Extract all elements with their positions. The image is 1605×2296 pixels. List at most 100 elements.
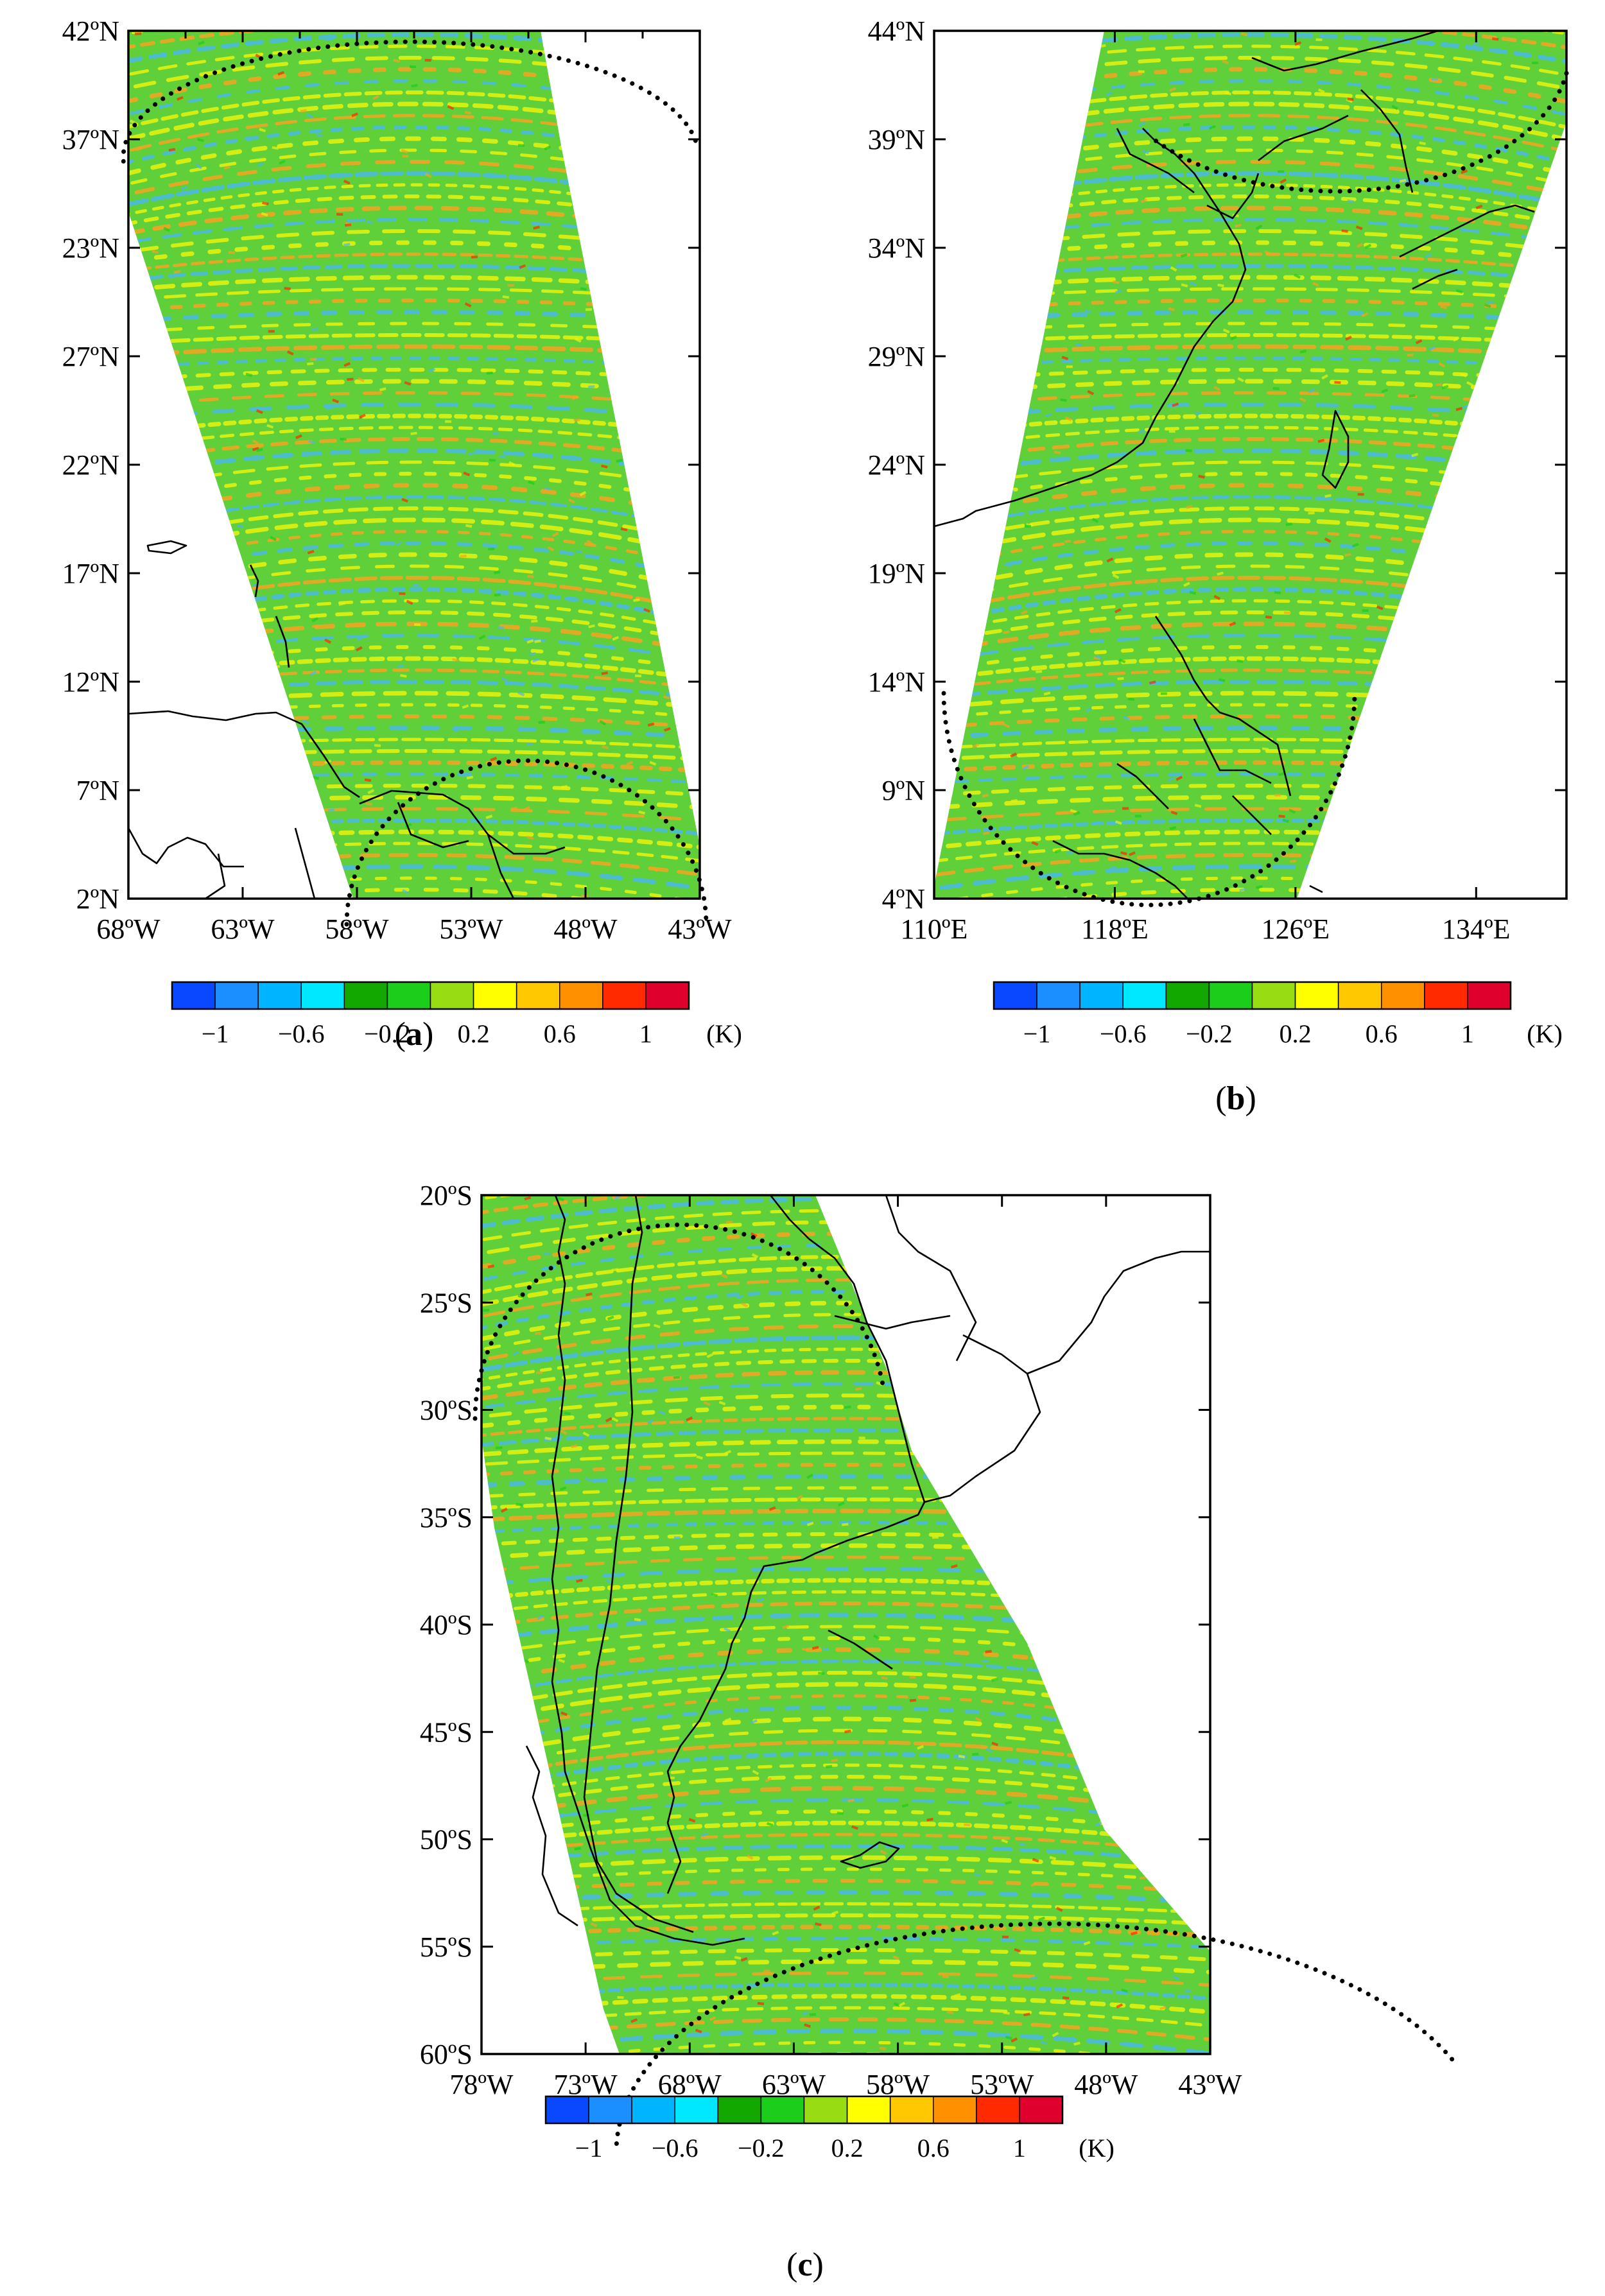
swath-speckle <box>1075 343 1082 347</box>
swath-speckle <box>1193 1387 1201 1391</box>
swath-speckle <box>1469 584 1476 589</box>
swath-speckle <box>464 302 472 307</box>
swath-speckle <box>1443 570 1450 576</box>
swath-speckle <box>683 436 691 441</box>
colorbar-b: −1 −0.6 −0.2 0.2 0.6 1 (K) <box>993 981 1563 1048</box>
swath-speckle <box>1400 770 1407 773</box>
swath-speckle <box>1066 851 1073 854</box>
swath-speckle <box>1499 594 1506 598</box>
swath-speckle <box>1447 843 1454 848</box>
swath-speckle <box>1159 2005 1167 2010</box>
swath-speckle <box>1189 591 1197 595</box>
swath-speckle <box>1039 1206 1046 1211</box>
x-tick-label: 58ºW <box>325 913 389 945</box>
swath-speckle <box>177 96 184 101</box>
colorbar-swatch <box>343 981 388 1010</box>
swath-speckle <box>1194 411 1201 415</box>
swath-speckle <box>1122 807 1129 810</box>
swath-speckle <box>1294 41 1302 46</box>
swath-speckle <box>969 151 977 156</box>
swath-speckle <box>1407 353 1414 356</box>
swath-speckle <box>724 1627 731 1633</box>
swath-speckle <box>1527 280 1534 286</box>
swath-speckle <box>1229 621 1236 626</box>
swath-speckle <box>570 44 578 48</box>
swath-speckle <box>1455 289 1463 294</box>
panel-label-open-paren: ( <box>395 1016 406 1053</box>
swath-speckle <box>956 664 963 669</box>
colorbar-tick-label: 0.2 <box>831 2134 863 2162</box>
swath-speckle <box>741 1302 748 1308</box>
swath-speckle <box>1169 826 1177 831</box>
swath-speckle <box>751 1253 759 1259</box>
swath-speckle <box>1308 512 1315 515</box>
swath-speckle <box>560 785 568 789</box>
swath-speckle <box>1312 282 1319 287</box>
swath-speckle <box>1089 1604 1097 1608</box>
swath-speckle <box>651 252 659 257</box>
swath-speckle <box>1106 557 1114 563</box>
colorbar-swatch <box>1381 981 1425 1010</box>
swath-speckle <box>460 555 467 558</box>
swath-speckle <box>567 1960 575 1966</box>
x-tick-label: 63ºW <box>211 913 275 945</box>
swath-speckle <box>709 2015 716 2021</box>
swath-speckle <box>284 287 291 290</box>
swath-speckle <box>822 1647 829 1651</box>
swath-speckle <box>197 138 204 142</box>
swath-speckle <box>560 1711 568 1716</box>
swath-speckle <box>312 775 320 781</box>
swath-speckle <box>309 671 317 676</box>
coastline <box>828 1629 893 1670</box>
swath-speckle <box>801 1647 809 1652</box>
swath-speckle <box>663 727 671 732</box>
swath-speckle <box>1019 117 1027 123</box>
swath-speckle <box>1409 394 1416 398</box>
swath-speckle <box>1062 1996 1070 2000</box>
x-tick-label: 126ºE <box>1262 913 1330 945</box>
swath-speckle <box>345 223 352 227</box>
swath-speckle <box>324 638 331 644</box>
swath-band <box>934 309 1566 325</box>
swath-speckle <box>891 1344 898 1349</box>
swath-speckle <box>1523 316 1531 322</box>
swath-speckle <box>1347 199 1354 203</box>
swath-speckle <box>451 727 458 732</box>
swath-speckle <box>651 867 658 872</box>
coastline <box>551 1195 745 1946</box>
swath-speckle <box>750 1719 758 1724</box>
colorbar-unit: (K) <box>1079 2134 1115 2162</box>
swath-speckle <box>1168 430 1176 433</box>
coastlines-c <box>525 1195 1210 1946</box>
swath-speckle <box>195 164 202 169</box>
swath-speckle <box>1255 224 1263 230</box>
swath-speckle <box>514 1935 521 1940</box>
swath-speckle <box>1129 1763 1136 1766</box>
swath-speckle <box>397 664 404 668</box>
swath-speckle <box>1172 402 1179 408</box>
colorbar-tick-label: −0.2 <box>1186 1019 1233 1048</box>
swath-speckle <box>494 593 501 597</box>
swath-speckle <box>1117 1454 1124 1457</box>
coastline <box>1309 885 1323 893</box>
swath-speckle <box>989 77 996 83</box>
swath-speckle <box>632 174 640 178</box>
swath-speckle <box>1189 1722 1197 1728</box>
swath-speckle <box>178 486 186 489</box>
swath-speckle <box>668 401 675 407</box>
swath-speckle <box>294 868 302 872</box>
swath-speckle <box>706 1353 714 1358</box>
swath-speckle <box>1002 1935 1009 1938</box>
swath-speckle <box>766 1822 774 1827</box>
swath-speckle <box>1201 1557 1209 1562</box>
swath-speckle <box>1307 866 1315 870</box>
swath-speckle <box>831 1759 838 1763</box>
swath-speckle <box>1445 784 1452 787</box>
swath-speckle <box>520 489 527 492</box>
swath-speckle <box>228 251 236 254</box>
swath-speckle <box>1436 383 1443 386</box>
swath-speckle <box>152 250 159 254</box>
swath-speckle <box>131 251 139 254</box>
swath-speckle <box>343 179 351 185</box>
